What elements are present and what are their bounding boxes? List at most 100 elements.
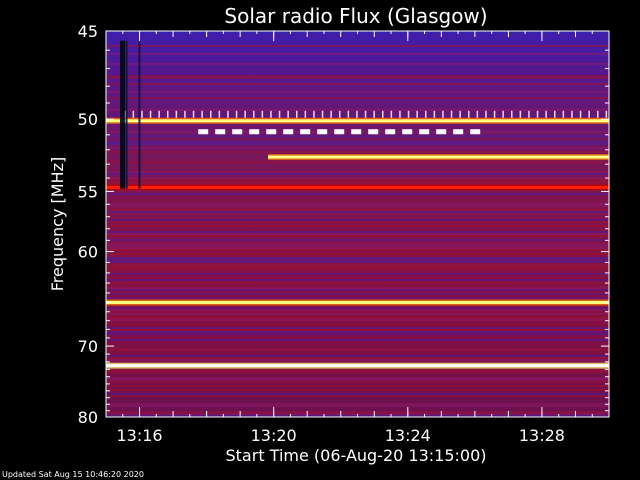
heatmap-row <box>106 147 609 149</box>
heatmap-spike <box>442 110 444 118</box>
chart-title: Solar radio Flux (Glasgow) <box>224 4 487 28</box>
heatmap-row <box>106 349 609 351</box>
heatmap-row <box>106 355 609 357</box>
heatmap-row <box>106 371 609 373</box>
heatmap-band-segment <box>266 129 277 135</box>
heatmap-band-segment <box>368 129 379 135</box>
heatmap-spike <box>579 110 582 118</box>
heatmap-spike <box>149 110 152 118</box>
heatmap-row <box>106 91 609 93</box>
heatmap-row <box>106 267 609 269</box>
heatmap-row <box>106 239 609 241</box>
heatmap-band-segment <box>317 129 328 135</box>
heatmap-burst <box>138 40 141 189</box>
heatmap-row <box>106 357 609 359</box>
heatmap-spike <box>218 110 221 118</box>
heatmap-row <box>106 83 609 85</box>
heatmap-row <box>106 79 609 81</box>
heatmap-row <box>106 411 609 413</box>
heatmap-band <box>106 185 609 189</box>
heatmap-band-segment <box>453 129 464 135</box>
heatmap-spike <box>571 110 573 118</box>
heatmap-band-segment <box>470 129 481 135</box>
heatmap-spike <box>562 110 565 118</box>
x-tick-label: 13:28 <box>519 426 565 445</box>
heatmap-spike <box>468 110 470 118</box>
heatmap-spike <box>141 110 143 118</box>
heatmap-spike <box>588 110 590 118</box>
heatmap-spike <box>235 110 238 118</box>
heatmap-spike <box>192 110 195 118</box>
heatmap-background <box>106 31 609 417</box>
heatmap-row <box>106 265 609 267</box>
heatmap-spike <box>425 110 427 118</box>
heatmap-row <box>106 319 609 321</box>
heatmap-row <box>106 181 609 183</box>
heatmap-row <box>106 109 609 111</box>
heatmap-row <box>106 63 609 65</box>
heatmap-spike <box>502 110 504 118</box>
heatmap-band-segment <box>283 129 294 135</box>
heatmap-row <box>106 307 609 309</box>
heatmap-row <box>106 327 609 329</box>
x-tick-label: 13:24 <box>385 426 431 445</box>
heatmap-spike <box>545 110 547 118</box>
update-timestamp: Updated Sat Aug 15 10:46:20 2020 <box>2 470 144 479</box>
heatmap-row <box>106 183 609 185</box>
heatmap-burst <box>125 40 128 189</box>
heatmap-row <box>106 245 609 247</box>
heatmap-spike <box>296 110 298 118</box>
heatmap-band <box>106 119 609 123</box>
heatmap-row <box>106 151 609 153</box>
heatmap-row <box>106 273 609 275</box>
heatmap-band-segment <box>215 129 226 135</box>
heatmap-spike <box>132 110 135 118</box>
x-axis-label: Start Time (06-Aug-20 13:15:00) <box>226 446 487 465</box>
heatmap-spike <box>330 110 332 118</box>
x-tick-label: 13:20 <box>251 426 297 445</box>
heatmap-row <box>106 225 609 227</box>
heatmap-band-segment <box>351 129 362 135</box>
heatmap-row <box>106 289 609 291</box>
heatmap-row <box>106 243 609 245</box>
heatmap-spike <box>382 110 384 118</box>
heatmap-row <box>106 395 609 397</box>
heatmap-spike <box>175 110 178 118</box>
heatmap-row <box>106 279 609 281</box>
heatmap-spike <box>476 110 479 118</box>
heatmap-band-segment <box>385 129 396 135</box>
y-tick-label: 50 <box>78 110 98 129</box>
heatmap-spike <box>433 110 436 118</box>
heatmap-row <box>106 235 609 237</box>
heatmap-band <box>106 364 609 368</box>
heatmap-row <box>106 287 609 289</box>
heatmap-band <box>268 155 609 159</box>
heatmap-row <box>106 293 609 295</box>
heatmap-row <box>106 249 609 251</box>
heatmap-spike <box>339 110 341 118</box>
heatmap-band-segment <box>419 129 430 135</box>
heatmap-spike <box>253 110 255 118</box>
heatmap-spike <box>450 110 453 118</box>
heatmap-row <box>106 143 609 145</box>
heatmap-band-segment <box>249 129 260 135</box>
axes: 45 50 55 60 70 80 13:16 13:20 13:24 13:28 <box>78 22 610 445</box>
heatmap-row <box>106 253 609 255</box>
heatmap-band-segment <box>198 129 209 135</box>
heatmap-row <box>106 405 609 407</box>
heatmap-row <box>106 77 609 79</box>
heatmap-spike <box>321 110 324 118</box>
heatmap-row <box>106 259 609 261</box>
heatmap-spike <box>459 110 461 118</box>
heatmap-row <box>106 179 609 181</box>
heatmap-row <box>106 385 609 387</box>
heatmap-row <box>106 75 609 77</box>
heatmap-row <box>106 73 609 75</box>
heatmap-band-segment <box>300 129 311 135</box>
heatmap-row <box>106 53 609 55</box>
heatmap-spike <box>493 110 496 118</box>
heatmap-spike <box>278 110 281 118</box>
heatmap-spike <box>605 110 608 118</box>
heatmap-spike <box>597 110 599 118</box>
